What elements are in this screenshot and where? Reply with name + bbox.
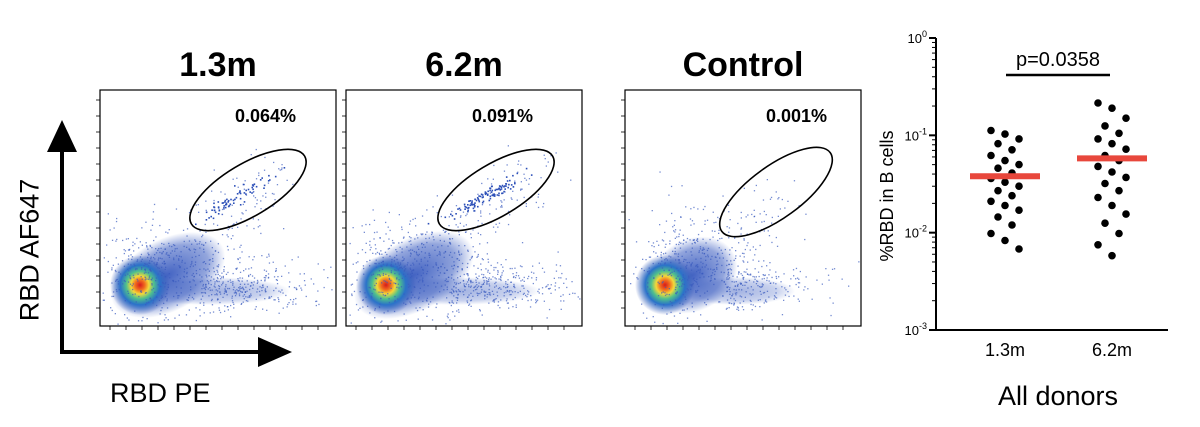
data-point (1015, 182, 1023, 190)
data-point (1108, 139, 1116, 148)
panel-1-density (96, 99, 333, 330)
data-point (1108, 251, 1116, 260)
data-point (1101, 219, 1109, 227)
data-point (1001, 130, 1009, 138)
p-value-annotation: p=0.0358 (1016, 49, 1100, 71)
data-point (987, 229, 995, 238)
data-point (1108, 104, 1116, 112)
data-point (1115, 186, 1123, 195)
y-tick-label-1: 10-1 (905, 126, 927, 143)
data-point (1001, 156, 1009, 165)
y-tick-label-3: 10-3 (905, 321, 927, 338)
panel-3-frame (624, 89, 862, 327)
data-point (987, 197, 995, 206)
data-point (1115, 229, 1123, 238)
panel-3-density (621, 99, 860, 330)
data-point (987, 151, 995, 160)
dot-plot-ticks: 100 10-1 10-2 10-3 (905, 29, 936, 338)
panel-2-title: 6.2m (425, 46, 503, 84)
panel-3-gate (718, 146, 834, 238)
flow-panel-3 (621, 89, 862, 330)
x-category-label-1: 6.2m (1092, 340, 1132, 360)
data-point (1015, 206, 1023, 214)
data-point (1122, 173, 1130, 182)
flow-axis-arrows (47, 120, 292, 367)
data-point (1001, 236, 1009, 245)
data-point (1115, 129, 1123, 138)
data-point (1094, 162, 1102, 171)
data-point (1101, 122, 1109, 130)
data-point (1001, 178, 1009, 186)
panel-1-title: 1.3m (179, 46, 257, 84)
data-point (1015, 160, 1023, 169)
panel-1-gate-percent: 0.064% (235, 106, 297, 126)
data-point (1101, 179, 1109, 188)
flow-x-axis-label: RBD PE (110, 378, 211, 408)
panel-2-frame (345, 89, 583, 327)
data-point (1094, 135, 1102, 143)
data-point (1008, 146, 1016, 154)
dot-plot-x-label: All donors (998, 381, 1118, 411)
data-point (1094, 193, 1102, 202)
panel-2-gate-percent: 0.091% (472, 106, 534, 126)
data-point (994, 139, 1002, 148)
data-point (994, 213, 1002, 221)
data-point (1015, 245, 1023, 253)
data-point (1108, 201, 1116, 210)
data-point (1008, 191, 1016, 200)
data-point (1094, 241, 1102, 249)
data-point (994, 186, 1002, 195)
data-point (987, 126, 995, 135)
panel-1-gate (189, 148, 307, 232)
y-tick-label-0: 100 (908, 29, 927, 46)
flow-panel-1 (96, 89, 337, 330)
data-point (1008, 221, 1016, 229)
data-point (1015, 135, 1023, 143)
data-point (1122, 114, 1130, 122)
data-point (1094, 99, 1102, 107)
dot-plot-y-label: %RBD in B cells (877, 130, 897, 261)
panel-3-gate-percent: 0.001% (766, 106, 828, 126)
data-point (1001, 201, 1009, 210)
data-point (994, 164, 1002, 172)
data-point (1108, 168, 1116, 176)
flow-panel-2 (342, 89, 583, 330)
dot-plot-points: 1.3m 6.2m (970, 99, 1147, 360)
panel-2-gate (437, 148, 555, 232)
y-tick-label-2: 10-2 (905, 224, 927, 241)
panel-2-density (342, 99, 581, 330)
panel-1-frame (99, 89, 337, 327)
x-category-label-0: 1.3m (985, 340, 1025, 360)
data-point (1122, 145, 1130, 153)
data-point (1122, 210, 1130, 218)
panel-3-title: Control (682, 46, 804, 84)
dot-plot: p=0.0358 %RBD in B cells All donors 1001… (877, 29, 1168, 411)
